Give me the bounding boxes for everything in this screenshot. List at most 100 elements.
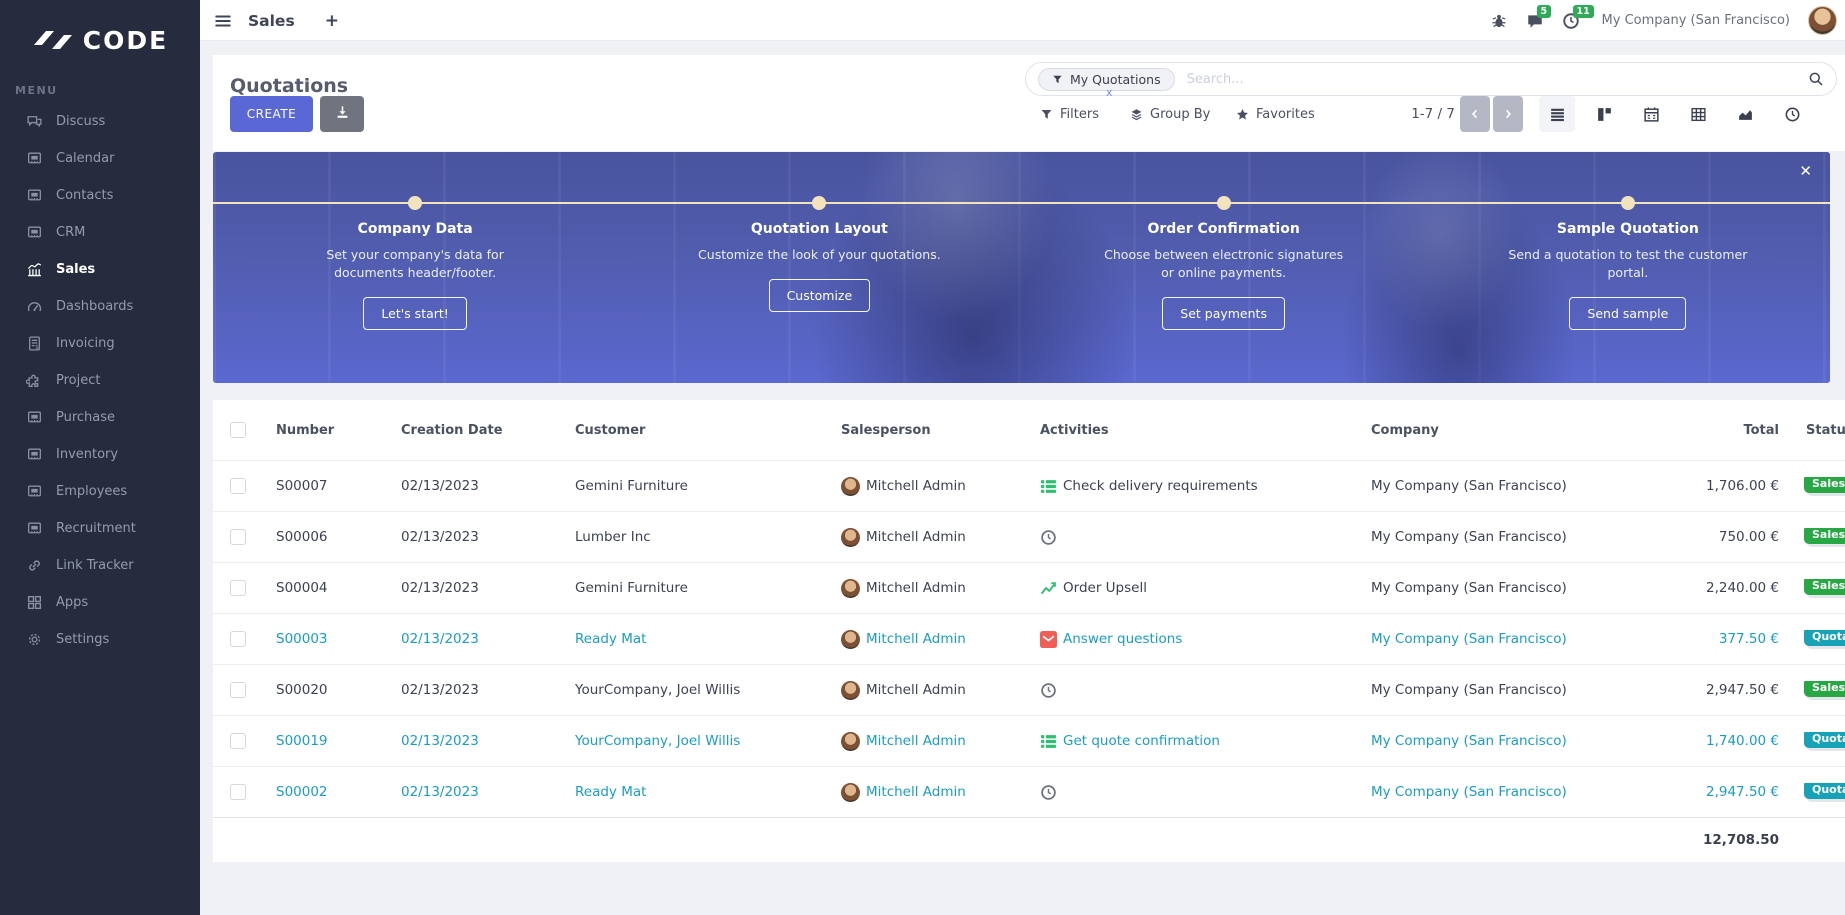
step-action-button[interactable]: Send sample [1569, 297, 1687, 331]
sidebar-item-purchase[interactable]: Purchase [0, 399, 200, 436]
cell-creation-date: 02/13/2023 [401, 682, 479, 698]
sidebar-item-sales[interactable]: Sales [0, 251, 200, 288]
cell-activities[interactable]: Get quote confirmation [1040, 733, 1371, 750]
banner-close-button[interactable]: ✕ [1799, 162, 1812, 180]
select-all-checkbox[interactable] [230, 422, 246, 438]
step-dot-icon [408, 196, 423, 210]
cell-activities[interactable]: Check delivery requirements [1040, 478, 1371, 495]
header-total[interactable]: Total [1743, 422, 1779, 438]
sidebar-item-contacts[interactable]: Contacts [0, 177, 200, 214]
sales-icon [26, 261, 43, 278]
table-row[interactable]: S00004 02/13/2023 Gemini Furniture Mitch… [213, 562, 1845, 613]
kanban-view-button[interactable] [1586, 96, 1622, 132]
filters-button[interactable]: Filters [1040, 96, 1099, 132]
pager-next-button[interactable] [1493, 96, 1523, 132]
activity-label: Answer questions [1063, 631, 1183, 647]
facet-remove-button[interactable]: x [1106, 86, 1113, 99]
export-button[interactable] [320, 96, 364, 132]
cell-creation-date: 02/13/2023 [401, 580, 479, 596]
table-row[interactable]: S00020 02/13/2023 YourCompany, Joel Will… [213, 664, 1845, 715]
pivot-view-button[interactable] [1680, 96, 1716, 132]
calendar-view-button[interactable] [1633, 96, 1669, 132]
activity-view-button[interactable] [1774, 96, 1810, 132]
header-salesperson[interactable]: Salesperson [841, 422, 931, 438]
filters-label: Filters [1060, 106, 1099, 122]
row-checkbox[interactable] [230, 682, 246, 698]
cell-total: 2,240.00 € [1706, 580, 1779, 596]
row-checkbox[interactable] [230, 478, 246, 494]
cell-customer: Gemini Furniture [575, 478, 688, 494]
graph-view-button[interactable] [1727, 96, 1763, 132]
table-row[interactable]: S00019 02/13/2023 YourCompany, Joel Will… [213, 715, 1845, 766]
debug-bug-icon[interactable] [1490, 12, 1508, 30]
row-checkbox[interactable] [230, 631, 246, 647]
hamburger-menu-icon[interactable] [214, 12, 232, 30]
board-icon [26, 520, 43, 537]
pager-previous-button[interactable] [1460, 96, 1490, 132]
sidebar-item-employees[interactable]: Employees [0, 473, 200, 510]
table-row[interactable]: S00003 02/13/2023 Ready Mat Mitchell Adm… [213, 613, 1845, 664]
favorites-button[interactable]: Favorites [1236, 96, 1315, 132]
apps-icon [26, 594, 43, 611]
search-icon[interactable] [1808, 71, 1824, 87]
header-customer[interactable]: Customer [575, 422, 646, 438]
sidebar-item-invoicing[interactable]: $ Invoicing [0, 325, 200, 362]
list-check-icon [1040, 478, 1057, 495]
sidebar-item-label: Sales [56, 262, 96, 277]
activities-clock-icon[interactable]: 11 [1562, 4, 1594, 30]
row-checkbox[interactable] [230, 529, 246, 545]
step-action-button[interactable]: Customize [768, 279, 871, 313]
sidebar-item-settings[interactable]: Settings [0, 621, 200, 658]
app-title[interactable]: Sales [248, 11, 295, 30]
step-action-button[interactable]: Set payments [1162, 297, 1285, 331]
add-tab-button[interactable]: + [324, 10, 339, 31]
sidebar-item-inventory[interactable]: Inventory [0, 436, 200, 473]
step-action-button[interactable]: Let's start! [363, 297, 467, 331]
status-badge: Quotation [1804, 629, 1845, 649]
search-facet-my-quotations[interactable]: My Quotations [1038, 67, 1175, 91]
salesperson-name: Mitchell Admin [866, 478, 966, 494]
create-button[interactable]: CREATE [230, 96, 313, 132]
header-creation-date[interactable]: Creation Date [401, 422, 503, 438]
salesperson-name: Mitchell Admin [866, 733, 966, 749]
logo-mark-icon [33, 31, 72, 49]
cell-activities[interactable] [1040, 529, 1371, 546]
header-status[interactable]: Status [1806, 422, 1845, 438]
sidebar-item-recruitment[interactable]: Recruitment [0, 510, 200, 547]
table-row[interactable]: S00006 02/13/2023 Lumber Inc Mitchell Ad… [213, 511, 1845, 562]
table-body: S00007 02/13/2023 Gemini Furniture Mitch… [213, 460, 1845, 817]
download-icon [335, 105, 350, 124]
sidebar-item-calendar[interactable]: Calendar [0, 140, 200, 177]
sidebar-item-link-tracker[interactable]: Link Tracker [0, 547, 200, 584]
company-switcher[interactable]: My Company (San Francisco) [1601, 13, 1790, 28]
sidebar-item-apps[interactable]: Apps [0, 584, 200, 621]
link-icon [26, 557, 43, 574]
sidebar-item-discuss[interactable]: Discuss [0, 103, 200, 140]
envelope-icon [1040, 630, 1057, 648]
row-checkbox[interactable] [230, 784, 246, 800]
table-row[interactable]: S00007 02/13/2023 Gemini Furniture Mitch… [213, 460, 1845, 511]
cell-customer: Ready Mat [575, 784, 647, 800]
app-logo[interactable]: CODE [0, 0, 200, 58]
messages-count-badge: 5 [1536, 4, 1552, 18]
cell-activities[interactable] [1040, 682, 1371, 699]
sidebar-item-crm[interactable]: CRM [0, 214, 200, 251]
cell-activities[interactable]: Order Upsell [1040, 580, 1371, 597]
header-number[interactable]: Number [276, 422, 335, 438]
sidebar-item-label: Calendar [56, 151, 115, 166]
group-by-button[interactable]: Group By [1130, 96, 1210, 132]
cell-activities[interactable]: Answer questions [1040, 630, 1371, 648]
list-view-button[interactable] [1539, 96, 1575, 132]
header-activities[interactable]: Activities [1040, 422, 1109, 438]
search-bar[interactable]: My Quotations Search... [1025, 62, 1837, 96]
header-company[interactable]: Company [1371, 422, 1439, 438]
sidebar-item-project[interactable]: Project [0, 362, 200, 399]
cell-activities[interactable] [1040, 784, 1371, 801]
row-checkbox[interactable] [230, 733, 246, 749]
sidebar-item-dashboards[interactable]: Dashboards [0, 288, 200, 325]
user-avatar[interactable] [1808, 6, 1837, 35]
row-checkbox[interactable] [230, 580, 246, 596]
messages-icon[interactable]: 5 [1526, 4, 1552, 30]
table-row[interactable]: S00002 02/13/2023 Ready Mat Mitchell Adm… [213, 766, 1845, 817]
